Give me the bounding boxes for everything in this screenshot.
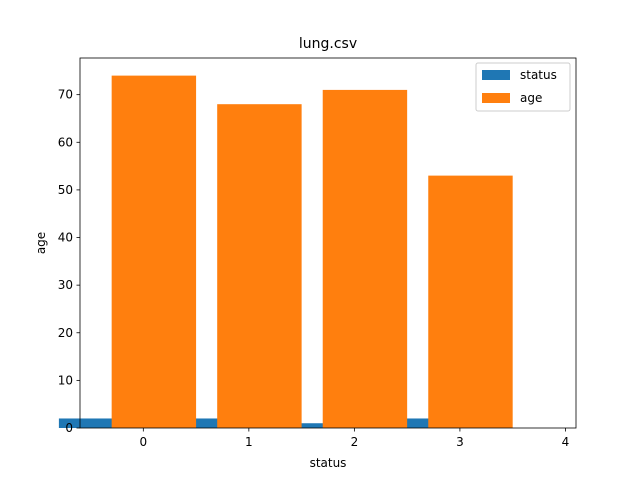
y-tick-label: 40: [58, 231, 73, 245]
bar-status-1: [164, 418, 249, 428]
x-tick-label: 3: [456, 435, 464, 449]
y-tick-label: 60: [58, 135, 73, 149]
bar-age-3: [428, 175, 513, 428]
plot-frame: [79, 57, 577, 429]
x-tick-label: 2: [351, 435, 359, 449]
legend: status age: [475, 62, 571, 112]
y-tick-label: 70: [58, 88, 73, 102]
y-tick-label: 50: [58, 183, 73, 197]
x-tick-label: 4: [562, 435, 570, 449]
y-tick-label: 20: [58, 326, 73, 340]
bar-age-1: [217, 104, 302, 428]
bar-status-0: [58, 418, 144, 428]
legend-swatch-status: [482, 70, 510, 80]
y-tick-label: 30: [58, 278, 73, 292]
bar-age-2: [322, 89, 408, 429]
y-tick-label: 0: [65, 421, 73, 435]
y-axis-label: age: [34, 232, 48, 254]
x-tick-label: 0: [139, 435, 147, 449]
bar-age-0: [111, 75, 197, 428]
chart-title: lung.csv: [299, 36, 357, 52]
bar-status-3: [375, 418, 460, 428]
x-axis-ticks: 0 1 2 3 4: [139, 428, 569, 449]
bar-status-2: [269, 423, 355, 428]
y-axis-ticks: 0 10 20 30 40 50 60 70: [58, 88, 80, 435]
legend-label-status: status: [520, 68, 557, 82]
x-tick-label: 1: [245, 435, 253, 449]
bars-group: [58, 75, 513, 429]
legend-label-age: age: [520, 91, 542, 105]
legend-swatch-age: [482, 93, 510, 103]
x-axis-label: status: [310, 456, 347, 470]
y-tick-label: 10: [58, 373, 73, 387]
